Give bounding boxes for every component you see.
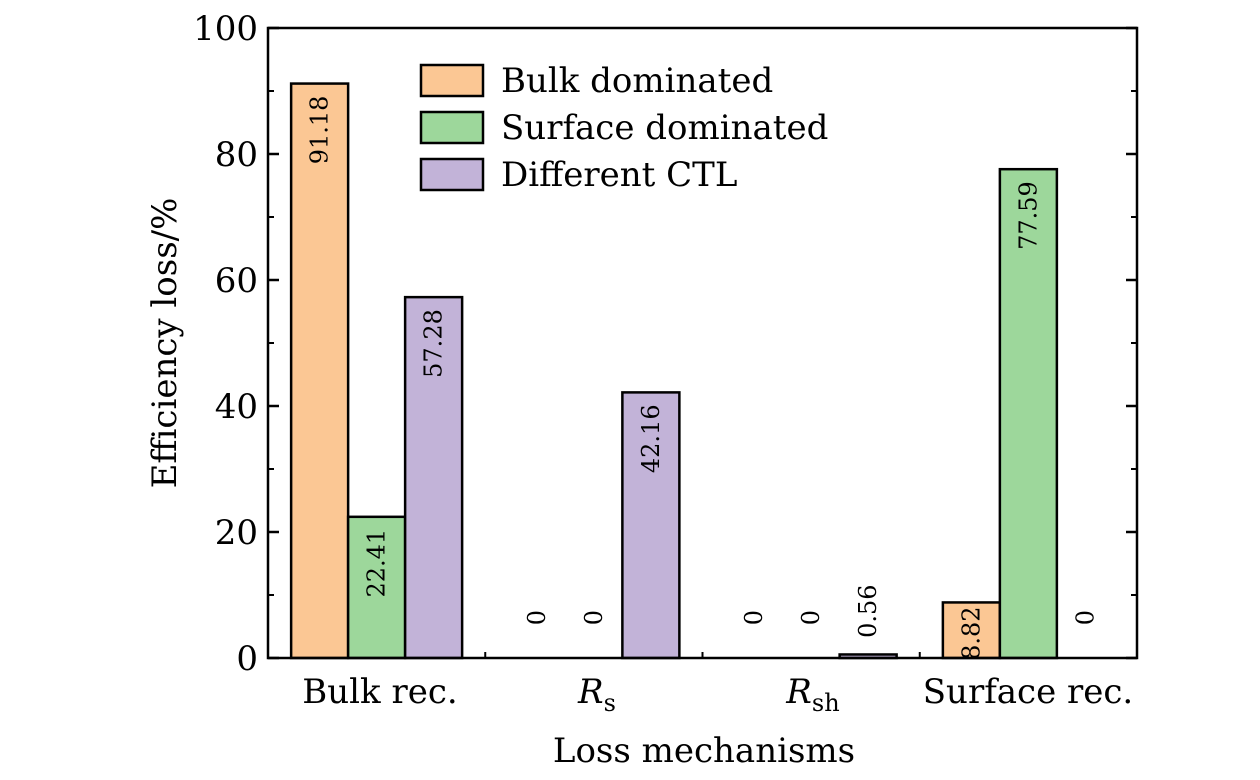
legend-swatch [419,157,485,192]
value-label: 42.16 [637,404,665,473]
ticks-layer: 0 20 40 60 80 100 Bulk rec. Rs Rsh Surface rec. [193,9,1137,717]
legend-swatch [419,110,485,145]
legend-label: Surface dominated [501,108,828,148]
value-label: 91.18 [306,96,334,165]
x-tick-label: Surface rec. [923,672,1134,712]
bar-bulk-dominated-0 [289,82,350,660]
y-tick-label: 80 [215,135,258,175]
x-axis-title: Loss mechanisms [553,731,855,771]
y-axis-title: Efficiency loss/% [145,198,185,489]
x-tick-label: Rs [577,672,616,717]
legend-label: Different CTL [501,155,737,195]
legend: Bulk dominated Surface dominated Different… [419,61,828,195]
value-label: 0 [797,610,825,625]
value-label: 77.59 [1014,181,1042,250]
y-tick-label: 20 [215,513,258,553]
bars-layer [289,82,1059,660]
y-tick-label: 60 [215,261,258,301]
value-label: 8.82 [957,606,985,659]
bar-different-ctl-1 [621,391,681,660]
value-label: 0 [740,610,768,625]
bar-surface-dominated-3 [998,167,1059,660]
legend-swatch [419,63,485,98]
y-tick-label: 40 [215,387,258,427]
value-label: 0.56 [854,584,882,637]
value-label: 57.28 [420,309,448,378]
x-tick-label: Rsh [785,672,839,717]
value-label: 0 [1071,610,1099,625]
y-tick-label: 100 [193,9,258,49]
value-label: 0 [580,610,608,625]
y-tick-label: 0 [236,639,258,679]
value-labels-layer: 91.18 22.41 57.28 0 0 42.16 0 0 0.56 8.82 77.59 0 [306,96,1100,660]
legend-label: Bulk dominated [501,61,773,101]
bar-surface-dominated-0 [346,515,407,660]
value-label: 22.41 [363,529,391,598]
value-label: 0 [523,610,551,625]
x-tick-label: Bulk rec. [302,672,457,712]
